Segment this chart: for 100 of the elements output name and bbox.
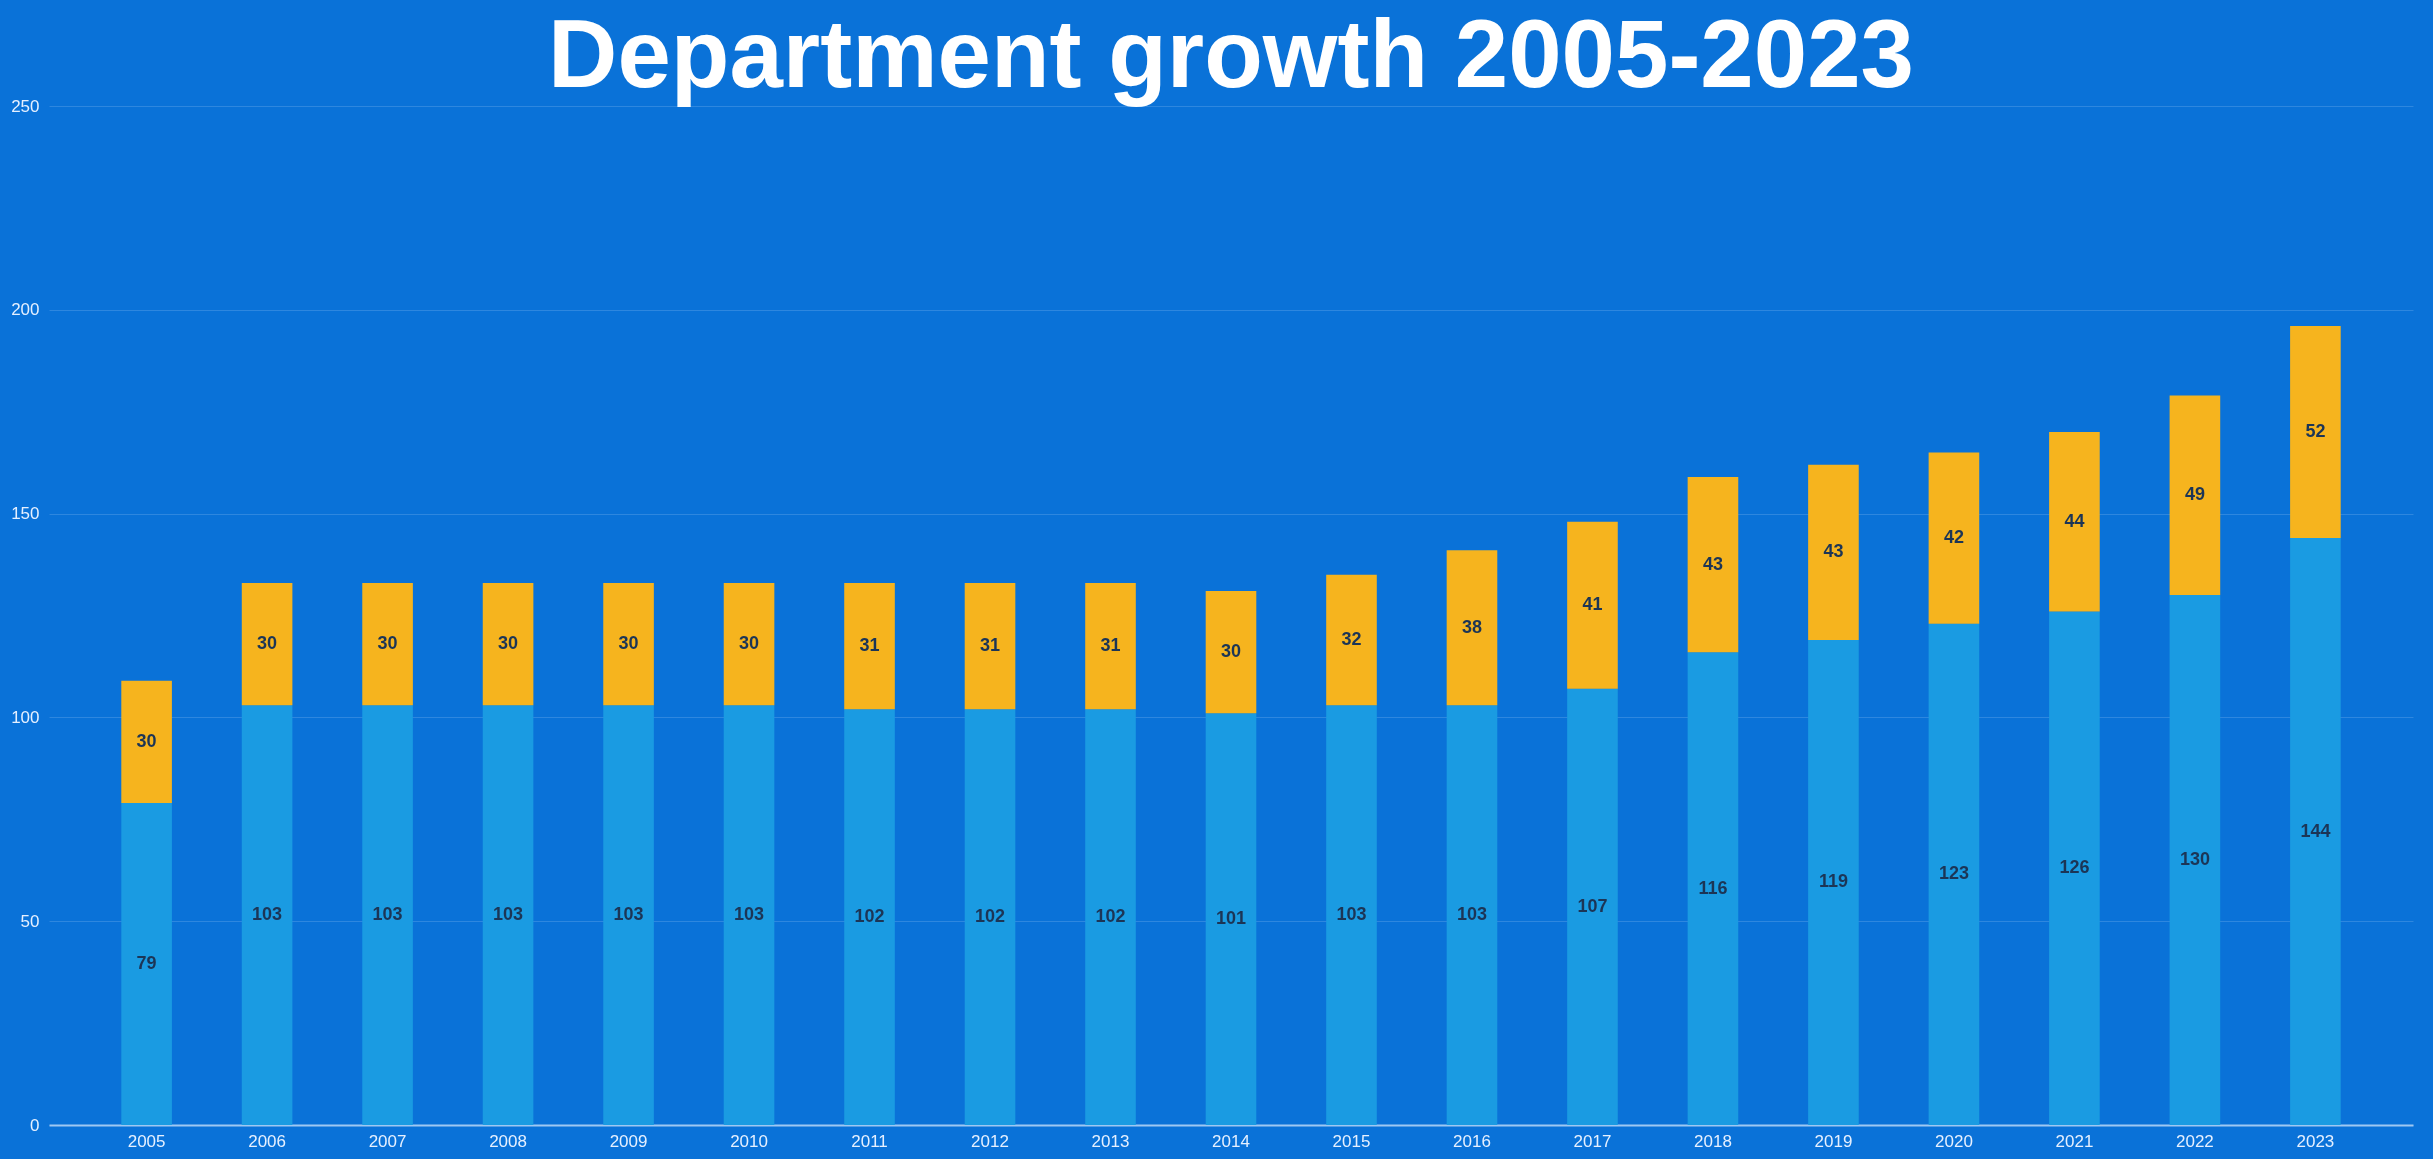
bar [1085,582,1136,710]
bar [2290,326,2341,539]
bar [964,709,1016,1125]
x-tick-label: 2011 [851,1131,888,1151]
bar [723,582,775,706]
bar [603,582,654,706]
x-tick-label: 2017 [1573,1131,1612,1151]
data-label: 30 [618,633,639,654]
data-label: 102 [1095,906,1126,927]
bar [1928,623,1980,1125]
bar [362,705,413,1125]
bar [1808,639,1859,1125]
bar [482,705,534,1125]
x-tick-label: 2009 [609,1131,648,1151]
x-tick-label: 2013 [1091,1131,1130,1151]
bar [723,705,775,1125]
data-label: 38 [1461,616,1482,637]
bar [1446,705,1498,1125]
bar [241,582,293,706]
data-label: 30 [498,633,519,654]
y-tick-label: 150 [11,504,40,524]
data-label: 30 [1220,641,1242,662]
data-label: 103 [734,904,765,925]
data-label: 52 [2305,421,2326,442]
data-label: 130 [2179,849,2210,870]
bar [844,709,895,1125]
bar [1205,713,1257,1125]
bar [1567,688,1618,1125]
data-label: 43 [1702,553,1723,574]
x-tick-label: 2022 [2176,1131,2214,1151]
bar [1928,452,1980,624]
bar [121,803,172,1125]
chart-title: Department growth 2005-2023 [548,0,1914,107]
bar [241,705,293,1125]
bar [1567,521,1618,689]
bar [2049,611,2100,1125]
x-tick-label: 2015 [1332,1131,1371,1151]
data-label: 32 [1341,628,1362,649]
data-label: 30 [257,633,278,654]
data-label: 31 [859,635,880,656]
x-tick-label: 2016 [1453,1131,1491,1151]
data-label: 103 [252,904,283,925]
x-tick-label: 2023 [2296,1131,2335,1151]
y-tick-label: 0 [30,1115,40,1135]
data-label: 103 [372,904,403,925]
data-label: 41 [1582,594,1603,615]
data-label: 31 [980,635,1001,656]
data-label: 43 [1823,541,1844,562]
bar [1687,476,1739,653]
bar [1446,550,1498,706]
x-tick-label: 2018 [1694,1131,1732,1151]
data-label: 116 [1698,877,1728,898]
y-tick-label: 100 [11,707,40,727]
data-label: 103 [1456,904,1487,925]
y-tick-label: 200 [11,300,40,320]
bar [2169,395,2221,596]
x-tick-label: 2019 [1814,1131,1853,1151]
data-label: 144 [2300,820,2331,841]
data-label: 30 [739,633,760,654]
data-label: 30 [377,633,398,654]
x-tick-label: 2006 [248,1131,286,1151]
data-label: 103 [613,904,644,925]
bar [1687,652,1739,1125]
data-label: 31 [1100,635,1121,656]
data-label: 119 [1818,871,1848,892]
x-tick-label: 2007 [368,1131,407,1151]
data-label: 44 [2064,510,2085,531]
data-label: 102 [975,906,1006,927]
bar [1326,574,1377,706]
bar [121,680,172,803]
data-label: 103 [1336,904,1367,925]
x-tick-label: 2014 [1212,1131,1250,1151]
bar [2290,538,2341,1125]
y-tick-label: 50 [20,911,40,931]
bar [603,705,654,1125]
x-tick-label: 2021 [2055,1131,2094,1151]
data-label: 102 [854,906,885,927]
data-label: 107 [1577,895,1608,916]
data-label: 42 [1943,527,1964,548]
bar [362,582,413,706]
data-label: 79 [136,953,157,973]
bar [1326,705,1377,1125]
data-label: 126 [2059,857,2090,878]
bar [2169,595,2221,1125]
bar [2049,432,2100,612]
data-label: 101 [1215,908,1247,929]
data-label: 103 [493,904,524,925]
x-tick-label: 2020 [1935,1131,1973,1151]
x-tick-label: 2010 [730,1131,768,1151]
bar [1085,709,1136,1125]
x-tick-label: 2008 [489,1131,527,1151]
bar [482,582,534,706]
y-tick-label: 250 [11,96,40,116]
data-label: 30 [136,730,157,751]
bar [964,582,1016,710]
x-tick-label: 2005 [127,1131,166,1151]
x-tick-label: 2012 [971,1131,1009,1151]
bar [844,582,895,710]
data-label: 123 [1938,863,1969,884]
bar [1205,591,1257,714]
